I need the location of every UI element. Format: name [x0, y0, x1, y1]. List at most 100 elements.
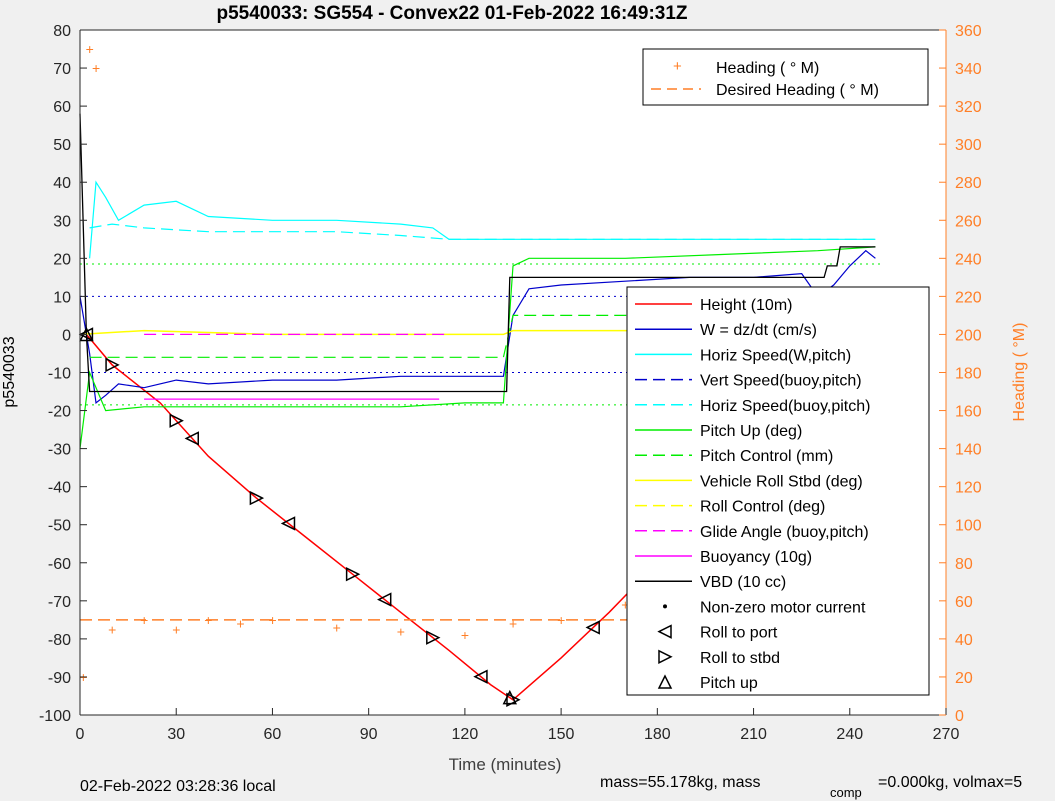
legend-dot-icon [663, 604, 667, 609]
y2-tick-label: 300 [955, 137, 982, 154]
y-tick-label: -60 [48, 556, 71, 573]
roll-to-stbd-marker [105, 357, 120, 373]
legend-heading: Heading ( ° M) [716, 60, 819, 77]
y2-tick-label: 20 [955, 670, 973, 687]
legend-entry: VBD (10 cc) [700, 574, 786, 591]
series-line-4 [79, 246, 876, 449]
y2-tick-label: 40 [955, 632, 973, 649]
y-tick-label: 20 [53, 251, 71, 268]
legend-entry: Roll Control (deg) [700, 499, 825, 516]
x-tick-label: 60 [264, 726, 282, 743]
heading-point: + [172, 621, 180, 637]
y-tick-label: 60 [53, 99, 71, 116]
legend-desired-heading: Desired Heading ( ° M) [716, 82, 879, 99]
legend-entry: Roll to stbd [700, 650, 780, 667]
roll-to-port-marker [280, 516, 296, 531]
y2-tick-label: 100 [955, 518, 982, 535]
series-line-9 [79, 113, 876, 393]
chart-title: p5540033: SG554 - Convex22 01-Feb-2022 1… [216, 3, 687, 24]
y-tick-label: -90 [48, 670, 71, 687]
roll-to-port-marker [78, 327, 94, 342]
y2-tick-label: 0 [955, 708, 964, 725]
y-tick-label: 70 [53, 61, 71, 78]
legend-entry: Pitch Control (mm) [700, 448, 833, 465]
y-tick-label: -80 [48, 632, 71, 649]
x-tick-label: 30 [167, 726, 185, 743]
pitch-up-marker [502, 689, 518, 705]
legend-entry: W = dz/dt (cm/s) [700, 322, 817, 339]
legend-entry: Glide Angle (buoy,pitch) [700, 524, 869, 541]
heading-point: + [236, 616, 244, 632]
y2-axis-label: Heading ( °M) [1011, 323, 1028, 422]
heading-point: + [557, 612, 565, 628]
y-tick-label: 10 [53, 289, 71, 306]
heading-point: + [268, 612, 276, 628]
legend-entry: Vert Speed(buoy,pitch) [700, 373, 862, 390]
y-tick-label: 30 [53, 213, 71, 230]
legend-entry: Horiz Speed(W,pitch) [700, 347, 851, 364]
x-tick-label: 90 [360, 726, 378, 743]
heading-point: + [333, 619, 341, 635]
y-tick-label: -70 [48, 594, 71, 611]
y-tick-label: 0 [62, 327, 71, 344]
main-legend: Height (10m) W = dz/dt (cm/s) Horiz Speed(… [626, 286, 930, 696]
x-axis-label: Time (minutes) [449, 755, 562, 774]
y-tick-label: -100 [39, 708, 71, 725]
axes-layer: 0 30 60 90 120 150 180 210 240 270 -100 -90 -80 -70 -6… [39, 23, 982, 743]
x-tick-label: 0 [76, 726, 85, 743]
legend-marker-icon [657, 674, 673, 689]
y2-tick-label: 60 [955, 594, 973, 611]
x-tick-label: 210 [740, 726, 767, 743]
heading-point: + [461, 627, 469, 643]
footer-comp-sub: comp [830, 785, 862, 800]
legend-marker-icon [658, 649, 673, 665]
roll-to-stbd-marker [169, 413, 184, 428]
x-tick-label: 150 [548, 726, 575, 743]
roll-to-stbd-marker [345, 566, 361, 582]
roll-to-port-marker [184, 431, 200, 446]
y-tick-label: -30 [48, 442, 71, 459]
series-line-3 [89, 223, 876, 240]
y2-tick-label: 320 [955, 99, 982, 116]
legend-entry: Vehicle Roll Stbd (deg) [700, 473, 863, 490]
footer-mass: mass=55.178kg, mass [600, 774, 761, 791]
top-legend: + Heading ( ° M) Desired Heading ( ° M) [642, 48, 929, 106]
y-axis-label: p5540033 [1, 336, 18, 407]
roll-to-stbd-marker [426, 630, 441, 645]
legend-entry: Pitch up [700, 675, 758, 692]
y2-tick-label: 340 [955, 61, 982, 78]
legend-entry: Non-zero motor current [700, 599, 866, 616]
legend-entry: Pitch Up (deg) [700, 423, 802, 440]
heading-point: + [92, 60, 100, 76]
y2-tick-label: 200 [955, 327, 982, 344]
x-tick-label: 270 [933, 726, 960, 743]
y2-tick-label: 80 [955, 556, 973, 573]
x-tick-label: 120 [452, 726, 479, 743]
legend-entry: Buoyancy (10g) [700, 549, 812, 566]
y2-tick-label: 220 [955, 289, 982, 306]
roll-to-port-marker [585, 620, 600, 635]
roll-to-stbd-marker [249, 490, 265, 506]
legend-plus-icon: + [673, 58, 682, 75]
y2-tick-label: 240 [955, 251, 982, 268]
footer-volmax: =0.000kg, volmax=5 [878, 774, 1022, 791]
y2-tick-label: 180 [955, 366, 982, 383]
heading-point: + [397, 623, 405, 639]
y-tick-label: 80 [53, 23, 71, 40]
y2-tick-label: 120 [955, 480, 982, 497]
y2-tick-label: 260 [955, 213, 982, 230]
y2-tick-label: 360 [955, 23, 982, 40]
roll-to-port-marker [473, 669, 488, 684]
y-tick-label: -50 [48, 518, 71, 535]
y-tick-label: -40 [48, 480, 71, 497]
y-tick-label: 40 [53, 175, 71, 192]
heading-point: + [621, 597, 629, 613]
legend-entry: Horiz Speed(buoy,pitch) [700, 398, 870, 415]
y2-tick-label: 280 [955, 175, 982, 192]
heading-point: + [86, 41, 94, 57]
x-tick-label: 240 [836, 726, 863, 743]
footer-local-time: 02-Feb-2022 03:28:36 local [80, 778, 276, 795]
legend-marker-icon [657, 624, 672, 639]
y2-tick-label: 160 [955, 404, 982, 421]
